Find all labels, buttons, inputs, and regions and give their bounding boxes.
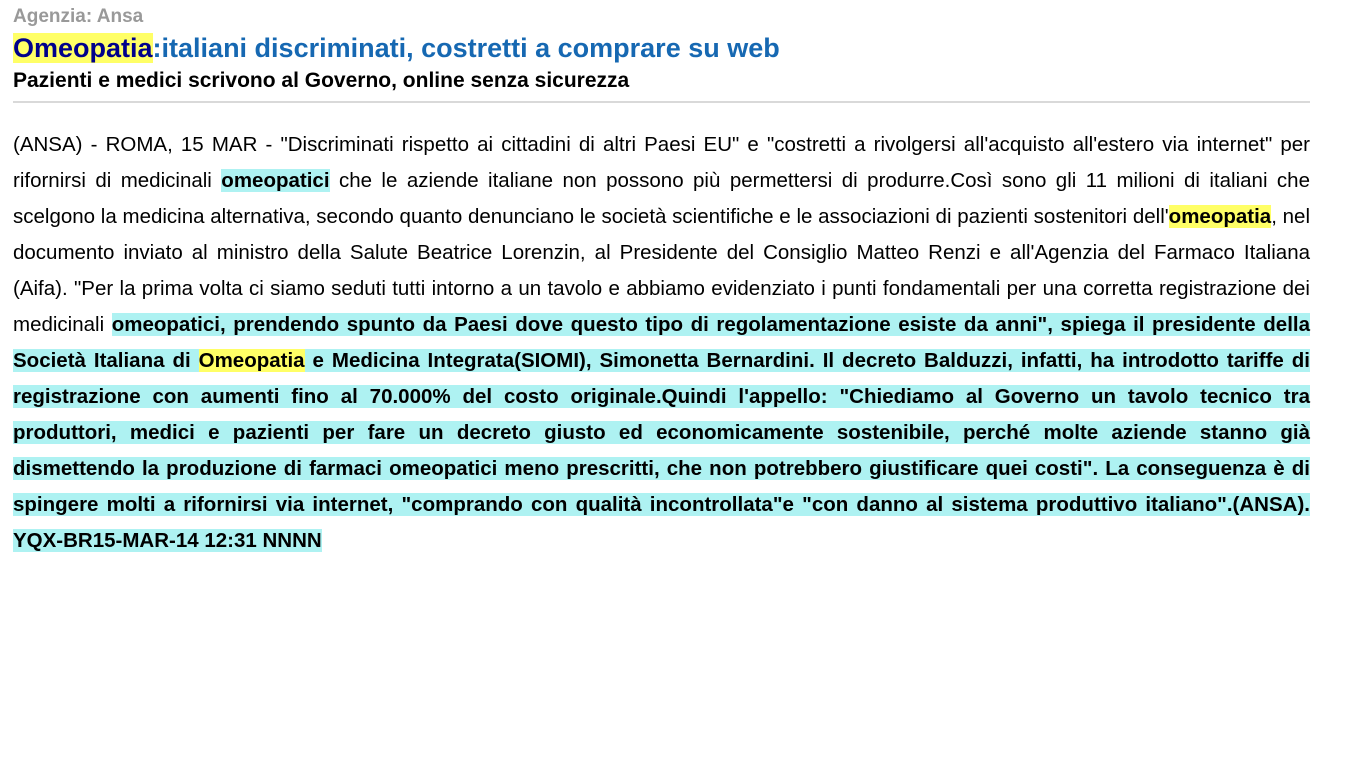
title-highlighted-term: Omeopatia [13,33,153,63]
article-body: (ANSA) - ROMA, 15 MAR - "Discriminati ri… [13,127,1310,559]
highlight-yellow-segment: omeopatia [1168,205,1272,228]
highlight-cyan-segment: omeopatici [221,169,330,192]
body-text-segment: (ANSA) - ROMA, 15 MAR - "Discriminati ri… [13,133,1310,192]
article-title: Omeopatia:italiani discriminati, costret… [13,32,1310,65]
divider [13,101,1310,103]
body-text-segment: che le aziende italiane non possono più … [13,169,1310,228]
agency-label: Agenzia: Ansa [13,6,144,27]
highlight-cyan-segment: e Medicina Integrata(SIOMI), Simonetta B… [13,349,1310,552]
body-text-segment: , nel documento inviato al ministro dell… [13,205,1310,336]
article-subtitle: Pazienti e medici scrivono al Governo, o… [13,69,630,92]
title-rest: :italiani discriminati, costretti a comp… [152,33,780,63]
highlight-yellow-segment: Omeopatia [198,349,305,372]
